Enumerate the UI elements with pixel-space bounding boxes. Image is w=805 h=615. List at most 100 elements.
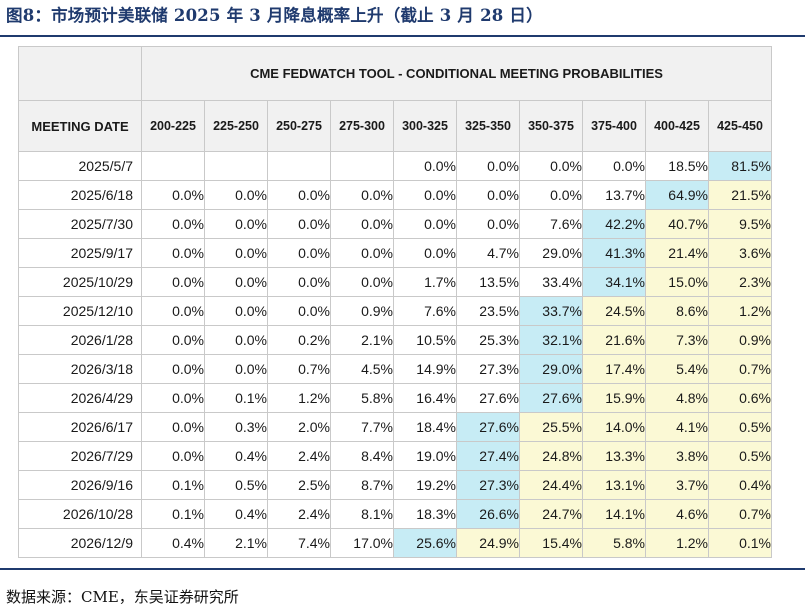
meeting-date-cell: 2025/5/7 (18, 151, 142, 181)
probability-cell: 24.4% (519, 470, 583, 500)
probability-cell (267, 151, 331, 181)
table-row: 2026/7/29 0.0% 0.4% 2.4% 8.4% 19.0% 27.4% 24.8%… (18, 441, 772, 471)
table-row: 2026/1/28 0.0% 0.0% 0.2% 2.1% 10.5% 25.3% 32.1%… (18, 325, 772, 355)
probability-cell: 26.6% (456, 499, 520, 529)
range-header: 400-425 (645, 100, 709, 152)
table-row: 2025/9/17 0.0% 0.0% 0.0% 0.0% 0.0% 4.7% 29.0% 41… (18, 238, 772, 268)
table-banner: CME FEDWATCH TOOL - CONDITIONAL MEETING … (141, 46, 772, 101)
probability-cell: 13.7% (582, 180, 646, 210)
probability-cell: 10.5% (393, 325, 457, 355)
meeting-date-cell: 2025/10/29 (18, 267, 142, 297)
probability-cell: 0.0% (141, 325, 205, 355)
probability-cell: 0.0% (456, 209, 520, 239)
probability-cell: 25.6% (393, 528, 457, 558)
probability-cell: 14.1% (582, 499, 646, 529)
probability-cell: 18.4% (393, 412, 457, 442)
table-row: 2025/5/7 0.0% 0.0% 0.0% 0.0% 18.5% 81.5% (18, 151, 772, 181)
table-row: 2025/6/18 0.0% 0.0% 0.0% 0.0% 0.0% 0.0% 0.0% 13.… (18, 180, 772, 210)
probability-cell: 0.0% (204, 238, 268, 268)
probability-cell: 8.4% (330, 441, 394, 471)
probability-cell: 4.6% (645, 499, 709, 529)
probability-cell: 0.6% (708, 383, 772, 413)
probability-cell: 0.0% (393, 209, 457, 239)
probability-cell: 7.7% (330, 412, 394, 442)
probability-cell: 81.5% (708, 151, 772, 181)
probability-cell: 18.3% (393, 499, 457, 529)
probability-cell: 29.0% (519, 354, 583, 384)
probability-cell: 9.5% (708, 209, 772, 239)
meeting-date-cell: 2026/10/28 (18, 499, 142, 529)
probability-cell: 0.4% (708, 470, 772, 500)
table-row: 2026/3/18 0.0% 0.0% 0.7% 4.5% 14.9% 27.3% 29.0%… (18, 354, 772, 384)
probability-cell: 0.0% (519, 180, 583, 210)
probability-cell: 21.6% (582, 325, 646, 355)
probability-cell: 0.0% (204, 267, 268, 297)
probability-cell: 0.0% (456, 151, 520, 181)
probability-cell: 0.0% (267, 296, 331, 326)
probability-cell: 4.7% (456, 238, 520, 268)
probability-cell: 2.1% (204, 528, 268, 558)
figure-title: 图8：市场预计美联储 2025 年 3 月降息概率上升（截止 3 月 28 日） (6, 6, 543, 25)
probability-cell: 42.2% (582, 209, 646, 239)
probability-cell: 0.0% (204, 209, 268, 239)
meeting-date-cell: 2025/6/18 (18, 180, 142, 210)
probability-cell: 15.0% (645, 267, 709, 297)
probability-cell: 64.9% (645, 180, 709, 210)
probability-cell: 0.1% (204, 383, 268, 413)
probability-cell: 40.7% (645, 209, 709, 239)
meeting-date-cell: 2026/7/29 (18, 441, 142, 471)
probability-cell: 0.4% (141, 528, 205, 558)
probability-cell: 0.0% (267, 209, 331, 239)
probability-cell: 21.4% (645, 238, 709, 268)
probability-cell: 15.4% (519, 528, 583, 558)
probability-cell: 0.5% (708, 441, 772, 471)
range-header: 425-450 (708, 100, 772, 152)
probability-cell: 13.5% (456, 267, 520, 297)
probability-cell: 24.9% (456, 528, 520, 558)
probability-cell: 7.6% (519, 209, 583, 239)
probability-cell: 25.3% (456, 325, 520, 355)
range-header: 325-350 (456, 100, 520, 152)
range-header: 375-400 (582, 100, 646, 152)
probability-cell: 33.4% (519, 267, 583, 297)
probability-cell: 19.0% (393, 441, 457, 471)
probability-cell: 0.5% (204, 470, 268, 500)
probability-cell: 2.3% (708, 267, 772, 297)
range-header: 200-225 (141, 100, 205, 152)
probability-cell: 5.8% (582, 528, 646, 558)
range-header: 250-275 (267, 100, 331, 152)
probability-cell: 0.0% (141, 296, 205, 326)
probability-cell: 0.0% (330, 238, 394, 268)
probability-cell: 27.6% (456, 383, 520, 413)
probability-cell: 0.0% (330, 209, 394, 239)
probability-cell: 7.6% (393, 296, 457, 326)
probability-cell: 1.2% (267, 383, 331, 413)
probability-cell: 0.0% (267, 238, 331, 268)
probability-cell: 4.1% (645, 412, 709, 442)
probability-cell: 0.0% (204, 325, 268, 355)
column-header-row: MEETING DATE 200-225 225-250 250-275 275… (18, 100, 772, 152)
probability-cell: 3.7% (645, 470, 709, 500)
probability-cell: 41.3% (582, 238, 646, 268)
probability-cell: 27.4% (456, 441, 520, 471)
meeting-date-cell: 2025/7/30 (18, 209, 142, 239)
table-row: 2026/4/29 0.0% 0.1% 1.2% 5.8% 16.4% 27.6% 27.6%… (18, 383, 772, 413)
probability-cell: 1.2% (645, 528, 709, 558)
probability-cell: 0.4% (204, 499, 268, 529)
meeting-date-cell: 2025/9/17 (18, 238, 142, 268)
meeting-date-cell: 2026/3/18 (18, 354, 142, 384)
probability-cell: 0.0% (141, 238, 205, 268)
probability-cell: 0.7% (708, 499, 772, 529)
probability-cell: 27.3% (456, 354, 520, 384)
probability-cell: 2.4% (267, 441, 331, 471)
title-rule (0, 35, 805, 37)
probability-cell: 4.8% (645, 383, 709, 413)
table-row: 2025/7/30 0.0% 0.0% 0.0% 0.0% 0.0% 0.0% 7.6% 42.… (18, 209, 772, 239)
probability-cell (330, 151, 394, 181)
probability-cell: 0.4% (204, 441, 268, 471)
probability-cell: 3.6% (708, 238, 772, 268)
probability-cell: 27.6% (456, 412, 520, 442)
table-row: 2026/6/17 0.0% 0.3% 2.0% 7.7% 18.4% 27.6% 25.5%… (18, 412, 772, 442)
probability-cell: 0.0% (141, 383, 205, 413)
probability-cell: 0.1% (708, 528, 772, 558)
